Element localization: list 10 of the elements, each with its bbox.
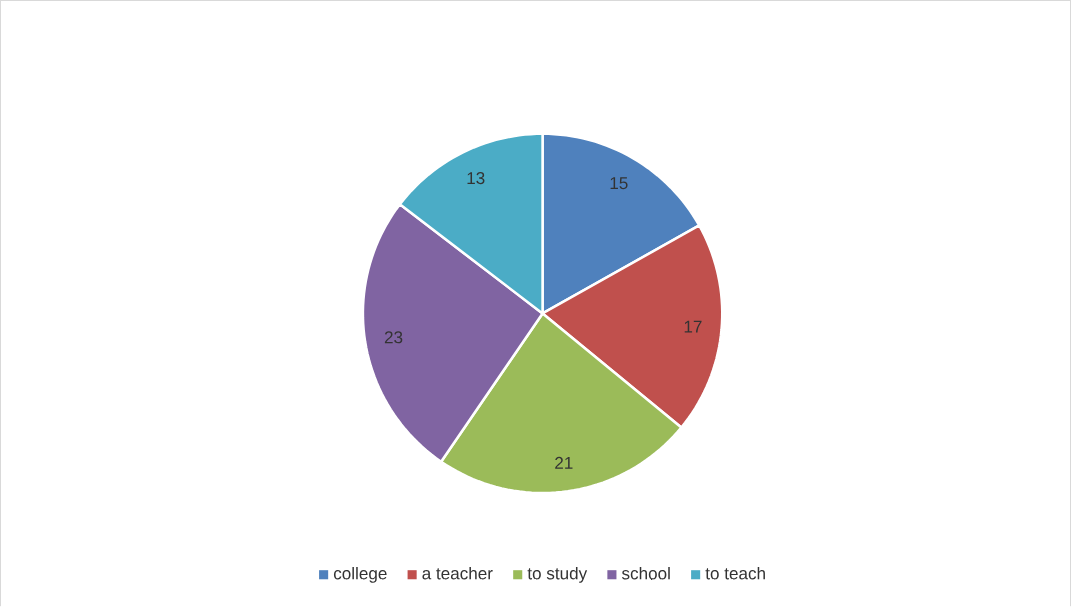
legend-label: college bbox=[333, 567, 387, 583]
data-label: 15 bbox=[610, 177, 628, 190]
legend-label: to teach bbox=[705, 567, 765, 580]
data-label: 13 bbox=[467, 172, 485, 185]
legend-label: a teacher bbox=[422, 567, 493, 580]
data-label: 21 bbox=[555, 457, 573, 469]
data-label: 17 bbox=[684, 321, 702, 333]
legend-label: school bbox=[621, 567, 670, 580]
legend-label: to study bbox=[527, 567, 588, 583]
data-label: 23 bbox=[384, 331, 403, 344]
